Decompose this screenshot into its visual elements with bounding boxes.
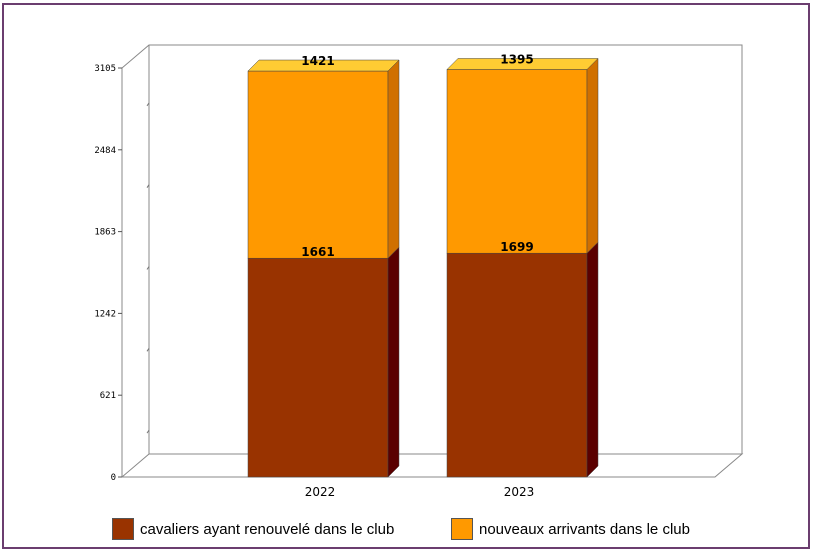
x-category-label: 2023 [504, 485, 535, 499]
data-label: 1699 [500, 240, 533, 254]
data-label: 1661 [301, 245, 334, 259]
back-wall-inner [148, 45, 742, 455]
back-wall [121, 44, 743, 454]
x-axis: 2022 2023 [305, 485, 535, 499]
bar-top [446, 58, 599, 70]
bar-side [387, 246, 400, 478]
bars [247, 57, 599, 478]
data-label: 1395 [500, 52, 533, 66]
legend-label-new: nouveaux arrivants dans le club [479, 520, 690, 538]
bar-side [387, 59, 400, 259]
chart-frame [2, 3, 810, 549]
y-axis: 0 621 1242 1863 2484 3105 [94, 64, 150, 483]
x-category-label: 2022 [305, 485, 336, 499]
bar-segment [247, 257, 389, 478]
legend-swatch-renewed [112, 518, 134, 540]
y-tick-label: 3105 [94, 64, 116, 74]
legend-item-renewed: cavaliers ayant renouvelé dans le club [112, 518, 394, 540]
data-label: 1421 [301, 54, 334, 68]
legend-label-renewed: cavaliers ayant renouvelé dans le club [140, 520, 395, 538]
floor [120, 453, 744, 478]
y-tick-label: 1242 [94, 309, 116, 319]
data-labels: 1661 1421 1699 1395 [301, 52, 533, 259]
bar-side [586, 241, 599, 478]
bar-segment [247, 70, 389, 259]
bar-segment [446, 69, 588, 254]
y-minor-tick [146, 429, 150, 434]
legend-item-new: nouveaux arrivants dans le club [451, 518, 690, 540]
y-tick-label: 2484 [94, 146, 116, 156]
bar-side [586, 57, 599, 254]
plot-area [120, 44, 744, 478]
bar-top [247, 59, 400, 72]
y-minor-tick [146, 184, 150, 188]
y-tick-label: 621 [100, 391, 116, 401]
legend-swatch-new [451, 518, 473, 540]
y-minor-tick [146, 348, 150, 352]
y-tick-label: 0 [111, 473, 116, 483]
y-minor-tick [146, 102, 150, 107]
y-minor-tick [146, 266, 150, 270]
bar-segment [446, 252, 588, 478]
y-tick-label: 1863 [94, 228, 116, 238]
